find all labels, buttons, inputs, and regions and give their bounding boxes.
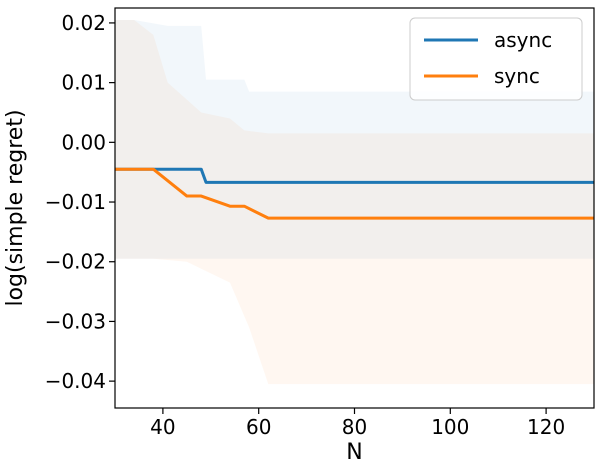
y-tick-label: −0.03: [45, 309, 106, 333]
x-axis-label: N: [346, 440, 362, 465]
x-tick-label: 80: [342, 415, 367, 439]
x-axis-ticks: 40 60 80 100 120: [150, 408, 565, 439]
y-axis-label: log(simple regret): [3, 109, 28, 306]
y-tick-label: −0.02: [45, 250, 106, 274]
line-sync: [115, 167, 594, 220]
y-axis-ticks: 0.02 0.01 0.00 −0.01 −0.02 −0.03 −0.04: [45, 11, 115, 393]
legend-label-sync: sync: [494, 64, 540, 88]
y-tick-label: 0.00: [61, 130, 106, 154]
y-tick-label: 0.01: [61, 71, 106, 95]
x-tick-label: 100: [431, 415, 469, 439]
legend-label-async: async: [494, 28, 552, 52]
legend: async sync: [409, 17, 583, 101]
x-tick-label: 40: [150, 415, 175, 439]
y-tick-label: −0.01: [45, 190, 106, 214]
band-async: [115, 19, 594, 259]
confidence-bands: [115, 19, 594, 385]
line-async: [115, 167, 594, 184]
y-tick-label: −0.04: [45, 369, 106, 393]
x-tick-label: 120: [527, 415, 565, 439]
band-sync: [115, 19, 594, 385]
series-lines: [115, 167, 594, 220]
y-tick-label: 0.02: [61, 11, 106, 35]
x-tick-label: 60: [246, 415, 271, 439]
